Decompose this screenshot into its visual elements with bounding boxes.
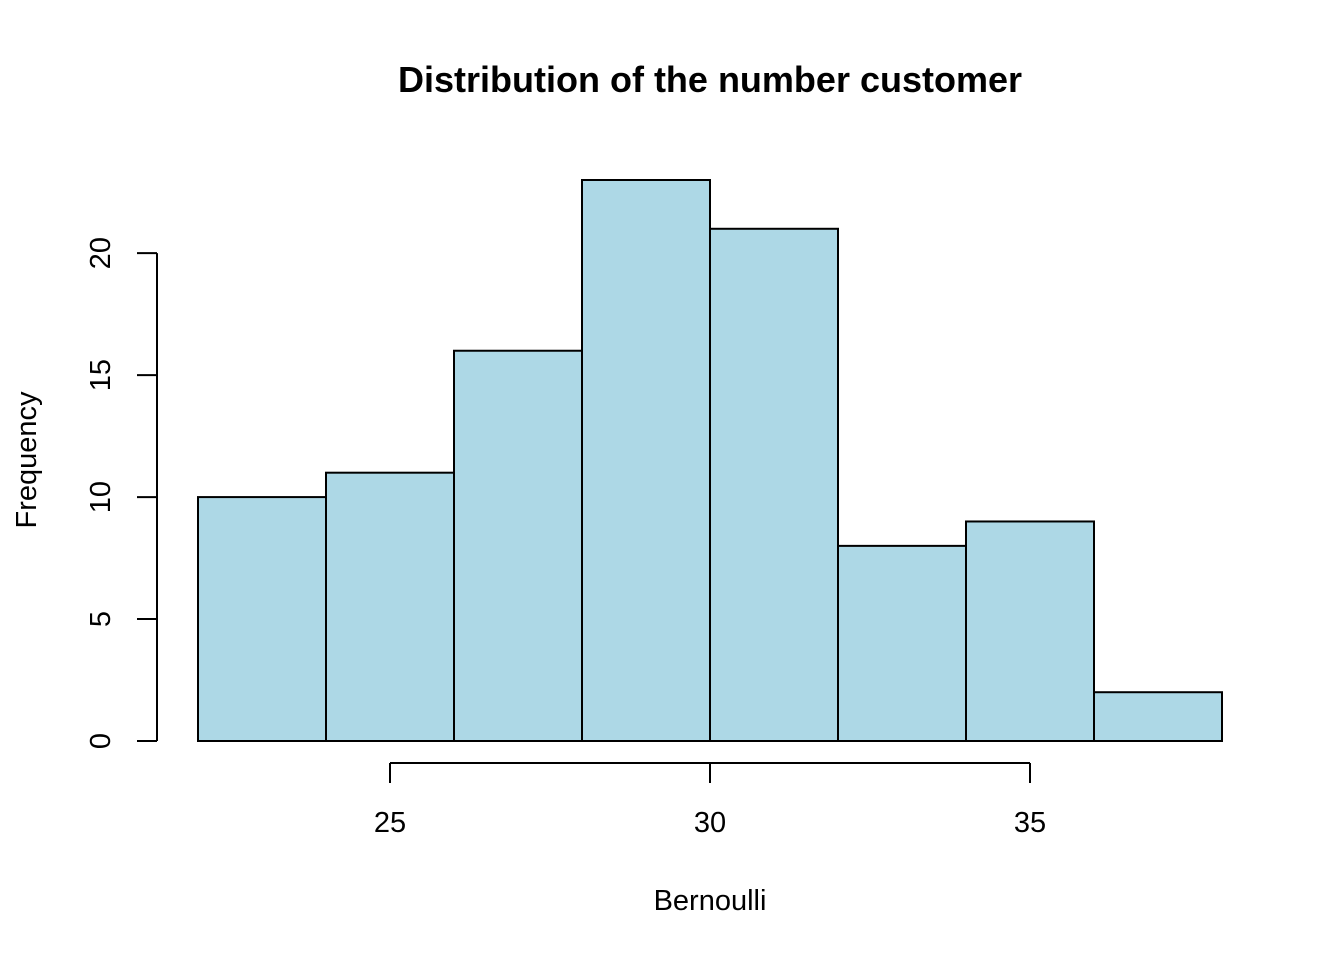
y-tick-label: 5 bbox=[85, 611, 117, 627]
y-axis-label: Frequency bbox=[11, 391, 43, 529]
histogram-bar-1 bbox=[325, 471, 455, 742]
histogram-bar-4 bbox=[709, 227, 839, 743]
y-tick-label: 0 bbox=[85, 733, 117, 749]
x-axis: 25 30 35 bbox=[374, 762, 1046, 839]
y-axis: 0 5 10 15 20 bbox=[85, 237, 158, 749]
bars-group bbox=[197, 179, 1223, 743]
x-tick-label: 30 bbox=[694, 807, 726, 839]
x-axis-label: Bernoulli bbox=[654, 885, 767, 917]
histogram-bar-7 bbox=[1093, 691, 1223, 743]
x-tick-label: 35 bbox=[1014, 807, 1046, 839]
histogram-bar-3 bbox=[581, 179, 711, 742]
y-tick-label: 15 bbox=[85, 359, 117, 391]
y-tick-label: 10 bbox=[85, 481, 117, 513]
y-tick-label: 20 bbox=[85, 237, 117, 269]
x-tick-label: 25 bbox=[374, 807, 406, 839]
histogram-bar-2 bbox=[453, 349, 583, 742]
chart-title: Distribution of the number customer bbox=[398, 59, 1022, 100]
histogram-bar-6 bbox=[965, 520, 1095, 743]
histogram-bar-0 bbox=[197, 496, 327, 742]
histogram-bar-5 bbox=[837, 544, 967, 742]
